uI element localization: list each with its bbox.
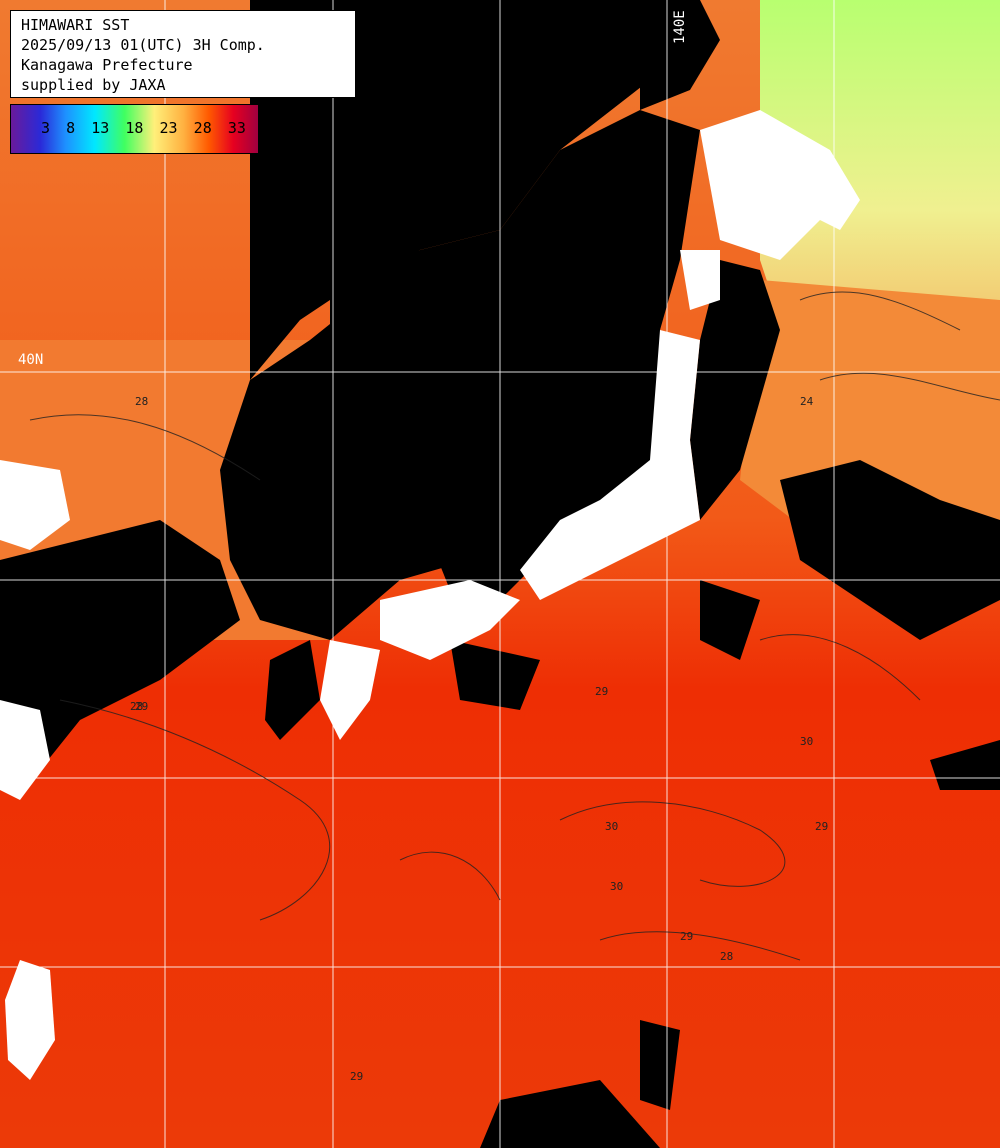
latitude-label-40n: 40N <box>18 352 44 368</box>
contour-label: 29 <box>135 700 148 713</box>
contour-label: 29 <box>350 1070 363 1083</box>
longitude-label-140e: 140E <box>672 10 688 44</box>
contour-label: 28 <box>130 700 143 713</box>
legend-tick: 3 <box>41 119 51 137</box>
title-line-region: Kanagawa Prefecture <box>21 56 193 74</box>
contour-label: 29 <box>595 685 608 698</box>
color-scale-legend: 3 8 13 18 23 28 33 <box>10 104 259 154</box>
legend-tick: 8 <box>66 119 76 137</box>
latitude-label-30n: 30N <box>18 758 44 774</box>
contour-label: 30 <box>610 880 623 893</box>
title-line-datetime: 2025/09/13 01(UTC) 3H Comp. <box>21 36 265 54</box>
contour-label: 24 <box>800 395 814 408</box>
contour-label: 29 <box>680 930 693 943</box>
legend-tick: 13 <box>91 119 110 137</box>
title-line-product: HIMAWARI SST <box>21 16 130 34</box>
legend-tick: 33 <box>227 119 246 137</box>
land-masses <box>0 110 860 1080</box>
legend-tick: 18 <box>125 119 144 137</box>
isotherm-contours <box>29 291 1000 961</box>
title-line-supplier: supplied by JAXA <box>21 76 166 94</box>
contour-label: 30 <box>605 820 618 833</box>
contour-label: 28 <box>720 950 733 963</box>
contour-label: 30 <box>800 735 813 748</box>
contour-label: 29 <box>815 820 828 833</box>
contour-label: 28 <box>135 395 148 408</box>
legend-ticks: 3 8 13 18 23 28 33 <box>11 119 258 137</box>
contour-labels: 28 29 30 29 30 28 29 24 29 28 30 29 <box>130 395 828 1083</box>
legend-tick: 23 <box>159 119 178 137</box>
legend-tick: 28 <box>193 119 212 137</box>
title-box: HIMAWARI SST 2025/09/13 01(UTC) 3H Comp.… <box>10 10 356 98</box>
